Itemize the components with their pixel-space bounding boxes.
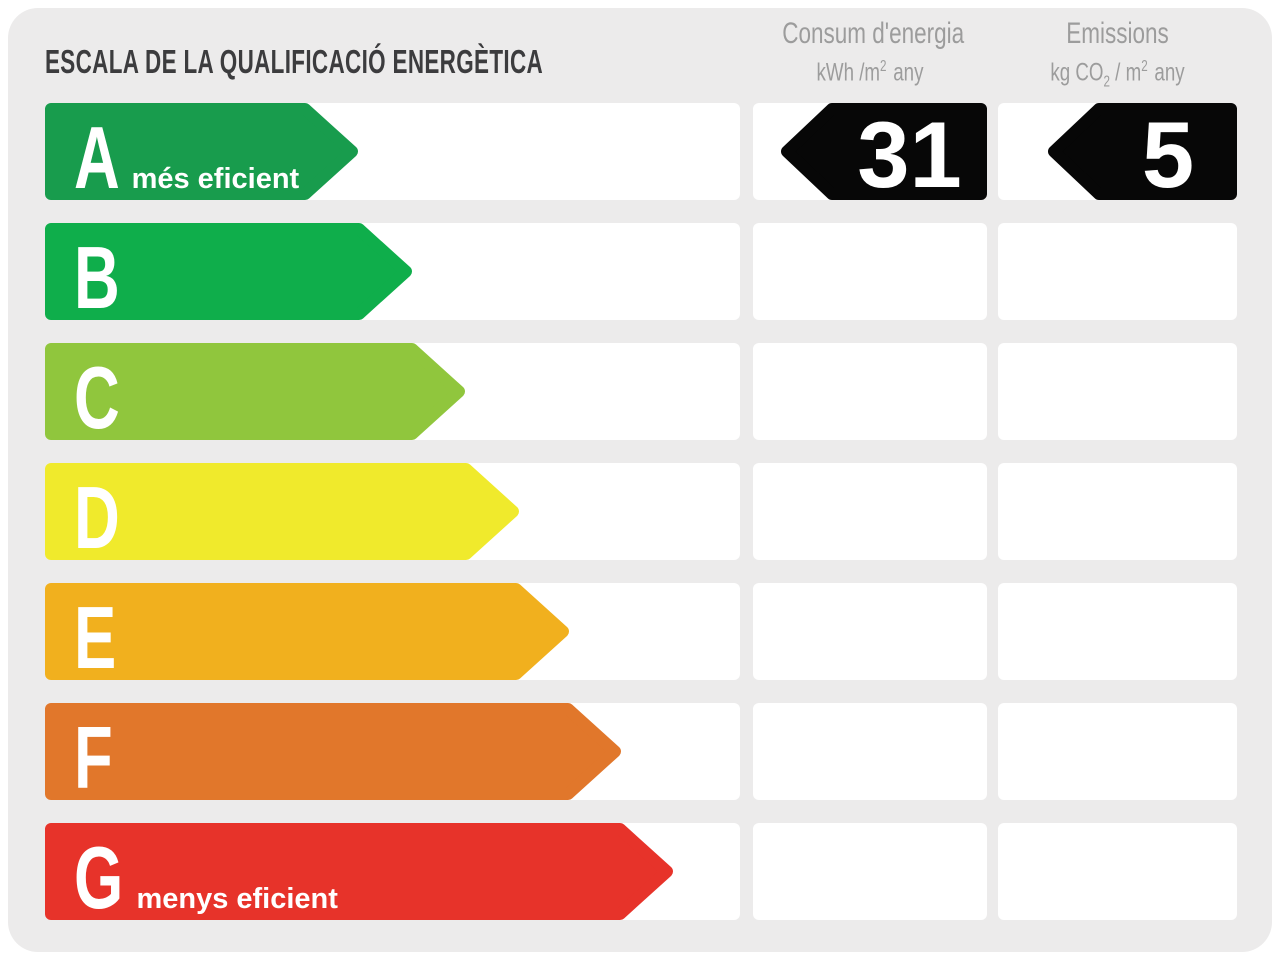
rating-bar-text: F: [74, 714, 128, 802]
rating-efficiency-label: menys eficient: [136, 883, 338, 915]
rating-arrow-icon: [45, 583, 569, 680]
rating-bar-text: B: [74, 234, 138, 322]
rating-letter: C: [74, 348, 120, 447]
rating-arrow-icon: [45, 343, 465, 440]
consum-value-arrow-icon: [781, 103, 987, 200]
emissions-value-cell: 5: [998, 102, 1237, 207]
rating-row-d: D: [45, 463, 1237, 562]
rating-bar-cell: D: [45, 463, 740, 562]
emissions-value-cell: [998, 223, 1237, 320]
emissions-column-title: Emissions: [1066, 17, 1169, 50]
rating-arrow-icon: [45, 463, 519, 560]
rating-bar-text: G menys eficient: [74, 834, 338, 922]
page-title: ESCALA DE LA QUALIFICACIÓ ENERGÈTICA: [45, 43, 544, 80]
rating-row-g: G menys eficient: [45, 823, 1237, 922]
consum-column-title: Consum d'energia: [782, 17, 965, 50]
emissions-column-header: Emissions kg CO2 / m2 any: [1028, 19, 1207, 90]
rating-letter: F: [74, 708, 113, 807]
emissions-value-cell: [998, 823, 1237, 920]
consum-value-cell: [753, 223, 987, 320]
emissions-column-unit: kg CO2 / m2 any: [1028, 59, 1207, 90]
emissions-unit-subscript: 2: [1103, 73, 1110, 91]
consum-unit-suffix: any: [888, 58, 924, 87]
consum-value-cell: [753, 823, 987, 920]
rating-row-b: B: [45, 223, 1237, 322]
rating-bar-cell: G menys eficient: [45, 823, 740, 922]
rating-row-a: A més eficient 31 5: [45, 102, 1237, 207]
emissions-unit-text: kg CO: [1050, 58, 1104, 87]
emissions-value-cell: [998, 343, 1237, 440]
rating-arrow-icon: [45, 823, 673, 920]
rating-letter: B: [74, 228, 120, 327]
rating-row-f: F: [45, 703, 1237, 802]
rating-bar-text: E: [74, 594, 133, 682]
rating-bar-cell: B: [45, 223, 740, 322]
consum-unit-text: kWh /m: [816, 58, 881, 87]
emissions-unit-suffix: any: [1149, 58, 1185, 87]
emissions-value: 5: [1141, 102, 1195, 207]
rating-arrow-icon: [45, 703, 621, 800]
emissions-value-cell: [998, 703, 1237, 800]
rating-efficiency-label: més eficient: [131, 163, 300, 195]
rating-letter: G: [74, 828, 124, 927]
rating-bar-text: A més eficient: [74, 114, 299, 202]
consum-value-cell: [753, 583, 987, 680]
consum-value: 31: [857, 102, 962, 207]
consum-value-cell: 31: [753, 102, 987, 207]
emissions-value-arrow-icon: [1048, 103, 1237, 200]
consum-column-header: Consum d'energia kWh /m2 any: [782, 17, 965, 85]
rating-scale-rows: A més eficient 31 5 B C D: [45, 102, 1237, 922]
consum-unit-superscript: 2: [880, 58, 887, 75]
emissions-value-cell: [998, 463, 1237, 560]
rating-bar-text: C: [74, 354, 138, 442]
rating-bar-cell: F: [45, 703, 740, 802]
rating-bar-cell: A més eficient: [45, 103, 740, 202]
rating-bar-cell: E: [45, 583, 740, 682]
rating-row-e: E: [45, 583, 1237, 682]
consum-value-cell: [753, 463, 987, 560]
rating-letter: A: [74, 108, 120, 207]
rating-bar-text: D: [74, 474, 138, 562]
consum-column-unit: kWh /m2 any: [782, 59, 958, 85]
rating-bar-cell: C: [45, 343, 740, 442]
rating-arrow-icon: [45, 103, 358, 200]
consum-value-cell: [753, 703, 987, 800]
emissions-value-cell: [998, 583, 1237, 680]
rating-letter: D: [74, 468, 120, 567]
rating-row-c: C: [45, 343, 1237, 442]
rating-letter: E: [74, 588, 117, 687]
consum-value-cell: [753, 343, 987, 440]
emissions-unit-mid: / m: [1109, 58, 1142, 87]
rating-arrow-icon: [45, 223, 412, 320]
emissions-unit-superscript: 2: [1141, 58, 1148, 75]
